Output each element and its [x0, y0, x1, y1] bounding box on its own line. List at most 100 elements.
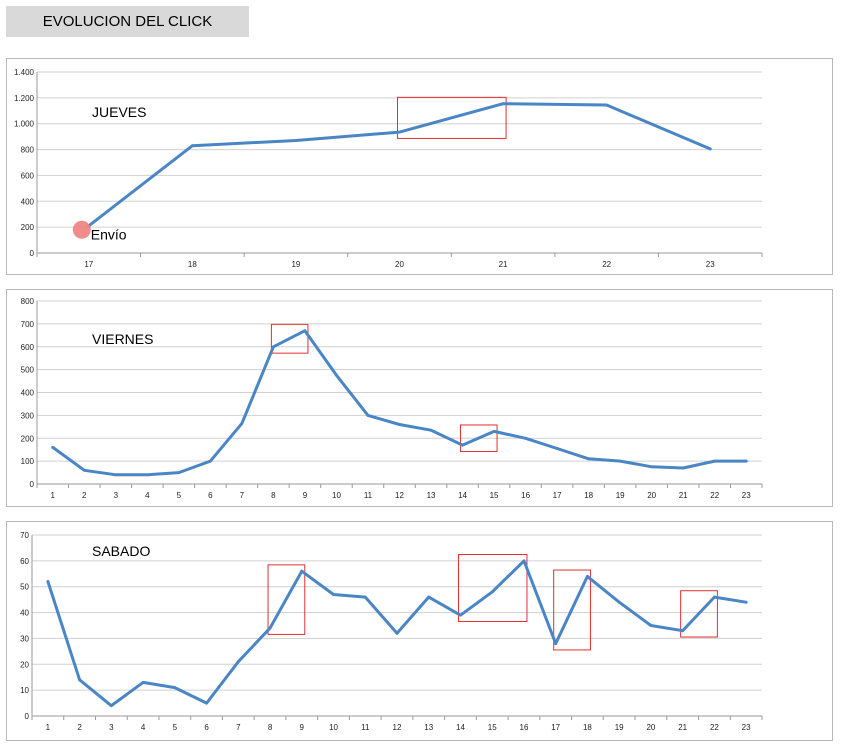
data-point — [605, 103, 609, 107]
data-point — [46, 580, 50, 583]
x-tick-label: 22 — [602, 260, 611, 269]
data-point — [335, 373, 338, 377]
data-point — [554, 642, 558, 645]
data-point — [114, 473, 118, 477]
x-tick-label: 14 — [456, 723, 465, 732]
data-point — [332, 593, 335, 596]
x-tick-label: 5 — [173, 723, 178, 732]
y-tick-label: 30 — [20, 634, 29, 643]
x-tick-label: 19 — [615, 723, 624, 732]
data-point — [744, 459, 748, 463]
y-tick-label: 20 — [20, 660, 29, 669]
day-label: SABADO — [92, 543, 150, 559]
data-point — [173, 686, 177, 689]
x-tick-label: 11 — [361, 723, 370, 732]
data-point — [303, 329, 307, 333]
x-tick-label: 18 — [583, 723, 592, 732]
data-point — [744, 600, 748, 604]
x-tick-label: 4 — [145, 491, 150, 500]
data-point — [398, 423, 401, 426]
x-tick-label: 20 — [395, 260, 404, 269]
y-tick-label: 1.200 — [14, 94, 35, 103]
x-tick-label: 7 — [236, 723, 241, 732]
data-point — [300, 569, 304, 573]
highlight-box — [270, 323, 309, 354]
y-tick-label: 0 — [30, 480, 35, 489]
x-tick-label: 21 — [678, 723, 687, 732]
chart-svg: 0 200 400 600 800 1.000 1.200 1.400 17 18 19 20 21 22… — [14, 68, 763, 269]
data-point — [587, 457, 591, 461]
data-point — [268, 626, 272, 630]
data-point — [208, 459, 212, 463]
x-tick-label: 9 — [300, 723, 305, 732]
x-tick-label: 16 — [521, 491, 530, 500]
y-tick-label: 400 — [21, 197, 35, 206]
x-tick-label: 21 — [679, 491, 688, 500]
highlight-box — [680, 590, 718, 638]
y-tick-label: 700 — [21, 320, 35, 329]
x-tick-label: 9 — [303, 491, 308, 500]
data-point — [145, 473, 149, 477]
x-tick-label: 4 — [141, 723, 146, 732]
y-tick-label: 10 — [20, 686, 29, 695]
y-tick-label: 200 — [21, 434, 35, 443]
data-point — [681, 466, 685, 470]
page-title-box: EVOLUCION DEL CLICK — [6, 6, 249, 37]
x-tick-label: 23 — [742, 491, 751, 500]
data-point — [395, 631, 399, 635]
x-tick-label: 5 — [177, 491, 182, 500]
y-tick-label: 1.000 — [14, 120, 35, 129]
x-tick-label: 8 — [268, 723, 273, 732]
day-label: JUEVES — [92, 104, 146, 120]
data-point — [586, 574, 589, 578]
series-line — [87, 102, 712, 228]
x-tick-label: 23 — [742, 723, 751, 732]
y-tick-label: 0 — [25, 712, 30, 721]
x-tick-label: 22 — [710, 723, 719, 732]
y-tick-label: 50 — [20, 583, 29, 592]
x-tick-label: 17 — [551, 723, 560, 732]
y-tick-label: 1.400 — [14, 68, 35, 77]
data-point — [681, 629, 685, 633]
data-point — [177, 471, 181, 474]
x-tick-label: 18 — [188, 260, 197, 269]
x-tick-label: 20 — [646, 723, 655, 732]
data-point — [555, 447, 559, 450]
y-tick-label: 40 — [20, 609, 29, 618]
x-tick-label: 10 — [332, 491, 341, 500]
highlight-box — [267, 564, 306, 635]
y-tick-label: 600 — [21, 343, 35, 352]
series-line — [51, 329, 748, 477]
data-point — [617, 600, 621, 604]
data-point — [712, 595, 716, 599]
data-point — [109, 704, 113, 708]
data-point — [272, 345, 275, 349]
data-point — [51, 446, 55, 449]
x-tick-label: 1 — [46, 723, 51, 732]
x-tick-label: 2 — [77, 723, 82, 732]
highlight-box — [457, 554, 528, 622]
x-tick-label: 14 — [458, 491, 467, 500]
x-tick-label: 7 — [240, 491, 245, 500]
data-point — [398, 130, 401, 134]
x-tick-label: 17 — [84, 260, 93, 269]
data-point — [524, 436, 527, 440]
x-tick-label: 11 — [364, 491, 373, 500]
x-tick-label: 12 — [393, 723, 402, 732]
x-tick-label: 17 — [553, 491, 562, 500]
data-point — [363, 595, 367, 599]
x-tick-label: 21 — [499, 260, 508, 269]
y-tick-label: 400 — [21, 389, 35, 398]
x-tick-label: 20 — [647, 491, 656, 500]
y-tick-label: 60 — [20, 557, 29, 566]
data-point — [429, 428, 433, 432]
x-tick-label: 3 — [109, 723, 114, 732]
highlight-box — [397, 96, 507, 139]
x-tick-label: 15 — [488, 723, 497, 732]
x-tick-label: 23 — [706, 260, 715, 269]
x-tick-label: 13 — [427, 491, 436, 500]
chart-panel-viernes: 0 100 200 300 400 500 600 700 800 1 2 3 4 5 6 7 8 9 10 11 12… — [6, 289, 833, 507]
data-point — [427, 595, 431, 599]
x-tick-label: 3 — [114, 491, 119, 500]
data-point — [459, 613, 462, 617]
